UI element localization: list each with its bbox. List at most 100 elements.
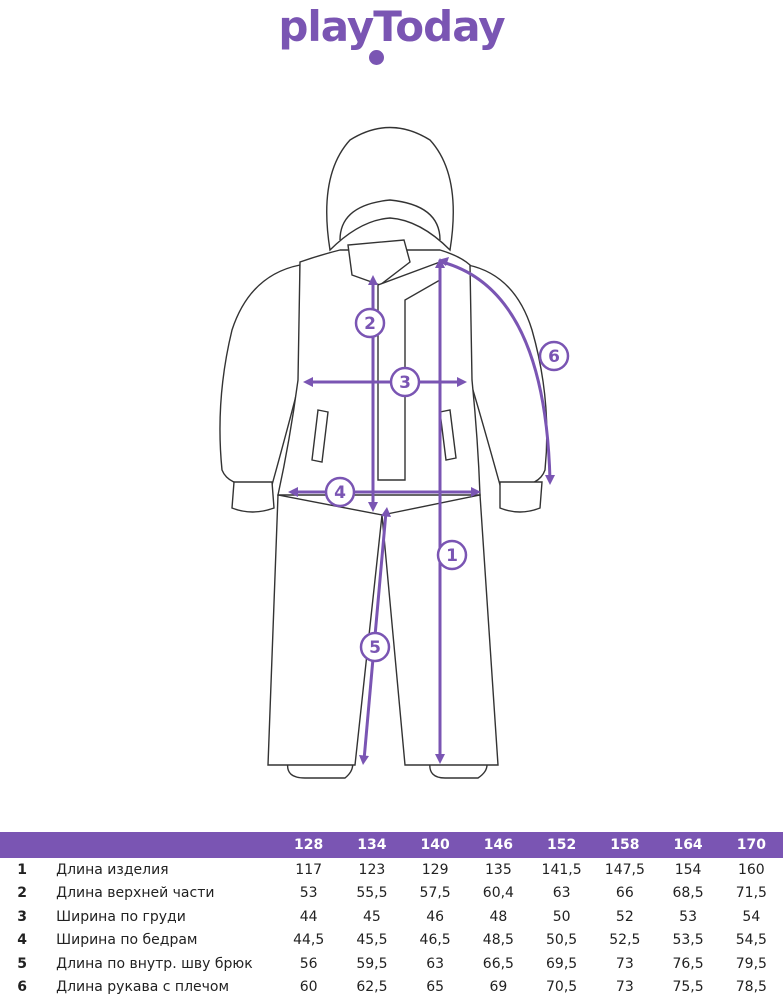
table-row: 6 Длина рукава с плечом 60 62,5 65 69 70,5 73 75… xyxy=(0,976,783,1000)
row-number: 6 xyxy=(17,979,27,996)
cell-value: 46,5 xyxy=(419,932,451,949)
cell-value: 45 xyxy=(362,908,381,925)
cell-value: 62,5 xyxy=(356,979,388,996)
left-sleeve xyxy=(219,264,301,487)
table-row: 5 Длина по внутр. шву брюк 56 59,5 63 66,5 69,… xyxy=(0,952,783,976)
cell-value: 160 xyxy=(737,861,765,878)
cell-value: 60 xyxy=(299,979,318,996)
cell-value: 48 xyxy=(489,908,508,925)
cell-value: 79,5 xyxy=(735,955,767,972)
svg-text:3: 3 xyxy=(399,373,411,393)
row-number: 2 xyxy=(17,885,27,902)
cell-value: 53 xyxy=(299,885,318,902)
cell-value: 50,5 xyxy=(546,932,578,949)
size-col: 134 xyxy=(357,837,387,853)
cell-value: 69 xyxy=(489,979,508,996)
cell-value: 129 xyxy=(421,861,449,878)
cell-value: 63 xyxy=(426,955,445,972)
cell-value: 73 xyxy=(615,955,634,972)
hood-inner xyxy=(339,199,441,241)
row-number: 5 xyxy=(17,955,27,972)
cell-value: 135 xyxy=(485,861,512,878)
size-table: 128 134 140 146 152 158 164 170 1 Длина и… xyxy=(0,832,783,999)
row-number: 4 xyxy=(17,932,27,949)
cell-value: 57,5 xyxy=(419,885,451,902)
measurement-lines xyxy=(293,260,552,761)
cell-value: 52,5 xyxy=(609,932,641,949)
marker-5: 5 xyxy=(359,631,391,663)
cell-value: 53 xyxy=(679,908,697,925)
hood xyxy=(326,126,454,252)
size-col: 140 xyxy=(420,837,450,853)
cell-value: 75,5 xyxy=(672,979,704,996)
size-col: 164 xyxy=(673,837,703,853)
cell-value: 48,5 xyxy=(482,932,514,949)
left-leg xyxy=(267,494,383,766)
cell-value: 55,5 xyxy=(356,885,388,902)
cell-value: 59,5 xyxy=(356,955,388,972)
cell-value: 52 xyxy=(615,908,634,925)
cell-value: 53,5 xyxy=(672,932,704,949)
size-col: 152 xyxy=(546,837,577,853)
measure-line-6 xyxy=(441,260,552,481)
right-pocket xyxy=(439,409,457,461)
table-row: 2 Длина верхней части 53 55,5 57,5 60,4 63 66 68… xyxy=(0,882,783,906)
size-header-row: 128 134 140 146 152 158 164 170 xyxy=(0,832,783,858)
cell-value: 70,5 xyxy=(546,979,578,996)
cell-value: 45,5 xyxy=(356,932,388,949)
cell-value: 154 xyxy=(674,861,702,878)
cell-value: 147,5 xyxy=(604,861,645,878)
svg-text:2: 2 xyxy=(364,314,376,334)
marker-2: 2 xyxy=(354,307,386,339)
left-cuff xyxy=(231,481,275,513)
cell-value: 141,5 xyxy=(541,861,582,878)
size-col: 158 xyxy=(610,837,640,853)
cell-value: 66,5 xyxy=(482,955,514,972)
size-col: 170 xyxy=(736,837,766,853)
size-col: 146 xyxy=(483,837,513,853)
cell-value: 54 xyxy=(742,908,761,925)
marker-4: 4 xyxy=(324,476,356,508)
cell-value: 123 xyxy=(358,861,386,878)
cell-value: 65 xyxy=(426,979,445,996)
cell-value: 117 xyxy=(295,861,323,878)
cell-value: 78,5 xyxy=(735,979,767,996)
row-number: 3 xyxy=(17,908,27,925)
svg-text:5: 5 xyxy=(369,638,381,658)
brand-logo: playToday xyxy=(0,2,783,51)
cell-value: 68,5 xyxy=(672,885,704,902)
table-row: 4 Ширина по бедрам 44,5 45,5 46,5 48,5 50,5 52,… xyxy=(0,929,783,953)
cell-value: 66 xyxy=(615,885,634,902)
cell-value: 71,5 xyxy=(735,885,767,902)
logo-text: playToday xyxy=(278,2,505,51)
cell-value: 73 xyxy=(615,979,634,996)
size-col: 128 xyxy=(294,837,324,853)
cell-value: 44 xyxy=(299,908,318,925)
row-label: Ширина по бедрам xyxy=(56,932,198,949)
left-pocket xyxy=(311,409,329,463)
cell-value: 46 xyxy=(426,908,445,925)
table-row: 3 Ширина по груди 44 45 46 48 50 52 53 54 xyxy=(0,905,783,929)
cell-value: 56 xyxy=(299,955,318,972)
cell-value: 63 xyxy=(552,885,571,902)
cell-value: 60,4 xyxy=(482,885,514,902)
row-label: Длина изделия xyxy=(56,861,169,878)
marker-3: 3 xyxy=(389,366,421,398)
svg-text:6: 6 xyxy=(548,347,560,367)
logo-dot xyxy=(369,50,384,65)
cell-value: 54,5 xyxy=(735,932,767,949)
row-label: Длина рукава с плечом xyxy=(56,979,230,996)
svg-text:4: 4 xyxy=(334,483,346,503)
cell-value: 44,5 xyxy=(293,932,325,949)
right-sleeve xyxy=(467,264,548,487)
collar xyxy=(347,239,411,286)
marker-6: 6 xyxy=(538,340,570,372)
cell-value: 76,5 xyxy=(672,955,704,972)
jumpsuit-outline xyxy=(219,126,548,779)
row-label: Длина верхней части xyxy=(56,885,215,902)
svg-text:1: 1 xyxy=(446,546,458,566)
table-row: 1 Длина изделия 117 123 129 135 141,5 147,5 154 1… xyxy=(0,858,783,882)
garment-diagram: 1 2 3 4 5 6 xyxy=(219,126,570,779)
arrowheads xyxy=(288,257,555,765)
